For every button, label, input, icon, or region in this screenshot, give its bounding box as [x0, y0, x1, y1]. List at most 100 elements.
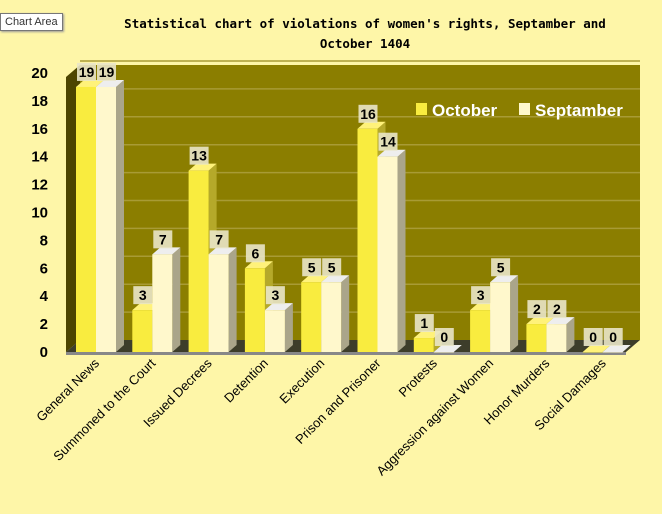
- bar-side: [228, 247, 237, 352]
- x-tick-label: Summoned to the Court: [50, 355, 158, 463]
- x-tick-label: Aggression against Women: [373, 356, 496, 479]
- data-label: 5: [497, 259, 505, 275]
- legend-label: October: [432, 101, 498, 120]
- data-label: 5: [328, 259, 336, 275]
- bar-top: [76, 79, 104, 87]
- y-tick-label: 16: [31, 121, 48, 138]
- bar-top: [377, 149, 406, 157]
- data-label: 0: [609, 329, 617, 345]
- data-label: 13: [191, 148, 207, 164]
- data-label: 19: [79, 64, 95, 80]
- bar-side: [397, 149, 406, 352]
- data-label: 16: [360, 106, 376, 122]
- legend-swatch-october: [416, 103, 427, 115]
- bar-october: [188, 170, 209, 352]
- bar-october: [526, 324, 547, 352]
- bar-october: [244, 268, 265, 352]
- data-label: 6: [252, 245, 260, 261]
- data-label-bg: [358, 104, 378, 123]
- data-label: 7: [215, 231, 223, 247]
- bar-top: [244, 261, 273, 269]
- bar-septamber: [208, 254, 229, 352]
- bar-septamber: [152, 254, 173, 352]
- bar-septamber: [546, 324, 567, 352]
- bar-october: [413, 338, 434, 352]
- bar-october: [301, 282, 322, 352]
- bar-top: [301, 275, 330, 283]
- bar-top: [526, 317, 555, 325]
- y-tick-label: 2: [40, 316, 48, 333]
- bar-septamber: [433, 352, 454, 353]
- floor-edge: [66, 352, 626, 355]
- bar-top: [582, 345, 611, 352]
- bar-october: [470, 310, 491, 352]
- data-label-bg: [153, 230, 173, 249]
- data-label: 3: [272, 287, 280, 303]
- bar-septamber: [321, 282, 342, 352]
- bar-side: [172, 247, 181, 352]
- y-tick-label: 18: [31, 93, 48, 110]
- x-tick-label: Detention: [221, 356, 271, 406]
- bar-october: [357, 128, 378, 352]
- y-tick-label: 12: [31, 177, 48, 194]
- data-label: 19: [99, 64, 115, 80]
- y-tick-label: 4: [40, 288, 49, 305]
- bar-side: [341, 275, 350, 352]
- data-label-bg: [414, 314, 434, 333]
- bar-top: [357, 121, 386, 129]
- data-label-bg: [547, 300, 567, 319]
- bar-septamber: [264, 310, 285, 352]
- data-label: 14: [380, 134, 396, 150]
- data-label-bg: [302, 258, 322, 277]
- data-label: 5: [308, 259, 316, 275]
- x-tick-label: Execution: [276, 356, 327, 407]
- bar-side: [284, 303, 293, 352]
- bar-septamber: [377, 156, 398, 352]
- y-tick-label: 6: [40, 260, 48, 277]
- data-label: 2: [533, 301, 541, 317]
- data-label: 2: [553, 301, 561, 317]
- bar-top: [433, 345, 462, 352]
- data-label-bg: [209, 230, 229, 249]
- bar-october: [582, 352, 603, 353]
- bar-top: [96, 79, 124, 87]
- bar-septamber: [96, 86, 116, 352]
- bar-septamber: [602, 352, 623, 353]
- y-tick-label: 14: [31, 149, 48, 166]
- bar-october: [132, 310, 153, 352]
- bar-top: [208, 247, 237, 255]
- data-label-bg: [245, 244, 265, 263]
- bar-top: [152, 247, 181, 255]
- bar-septamber: [490, 282, 511, 352]
- data-label-bg: [603, 328, 623, 346]
- data-label-bg: [322, 258, 342, 277]
- data-label-bg: [583, 328, 603, 346]
- bar-top: [546, 317, 575, 325]
- data-label: 3: [139, 287, 147, 303]
- chart-area-tooltip: Chart Area: [0, 13, 63, 31]
- data-label-bg: [77, 62, 96, 81]
- data-label-bg: [434, 328, 454, 346]
- bar-top: [490, 275, 519, 283]
- bar-top: [188, 163, 217, 171]
- data-label-bg: [471, 286, 491, 305]
- chart-title: Statistical chart of violations of women…: [124, 16, 606, 51]
- y-tick-label: 20: [31, 65, 48, 82]
- data-label-bg: [378, 132, 398, 151]
- y-tick-label: 0: [40, 344, 48, 361]
- data-label: 0: [440, 329, 448, 345]
- data-label-bg: [189, 146, 209, 165]
- y-tick-label: 8: [40, 232, 48, 249]
- bar-side: [510, 275, 519, 352]
- data-label-bg: [265, 286, 285, 305]
- data-label-bg: [527, 300, 547, 319]
- bar-top: [264, 303, 293, 311]
- bar-top: [321, 275, 350, 283]
- data-label-bg: [97, 62, 116, 81]
- bar-top: [602, 345, 631, 352]
- bar-october: [76, 86, 96, 352]
- data-label: 1: [420, 315, 428, 331]
- legend-swatch-septamber: [519, 103, 530, 115]
- legend-label: Septamber: [535, 101, 623, 120]
